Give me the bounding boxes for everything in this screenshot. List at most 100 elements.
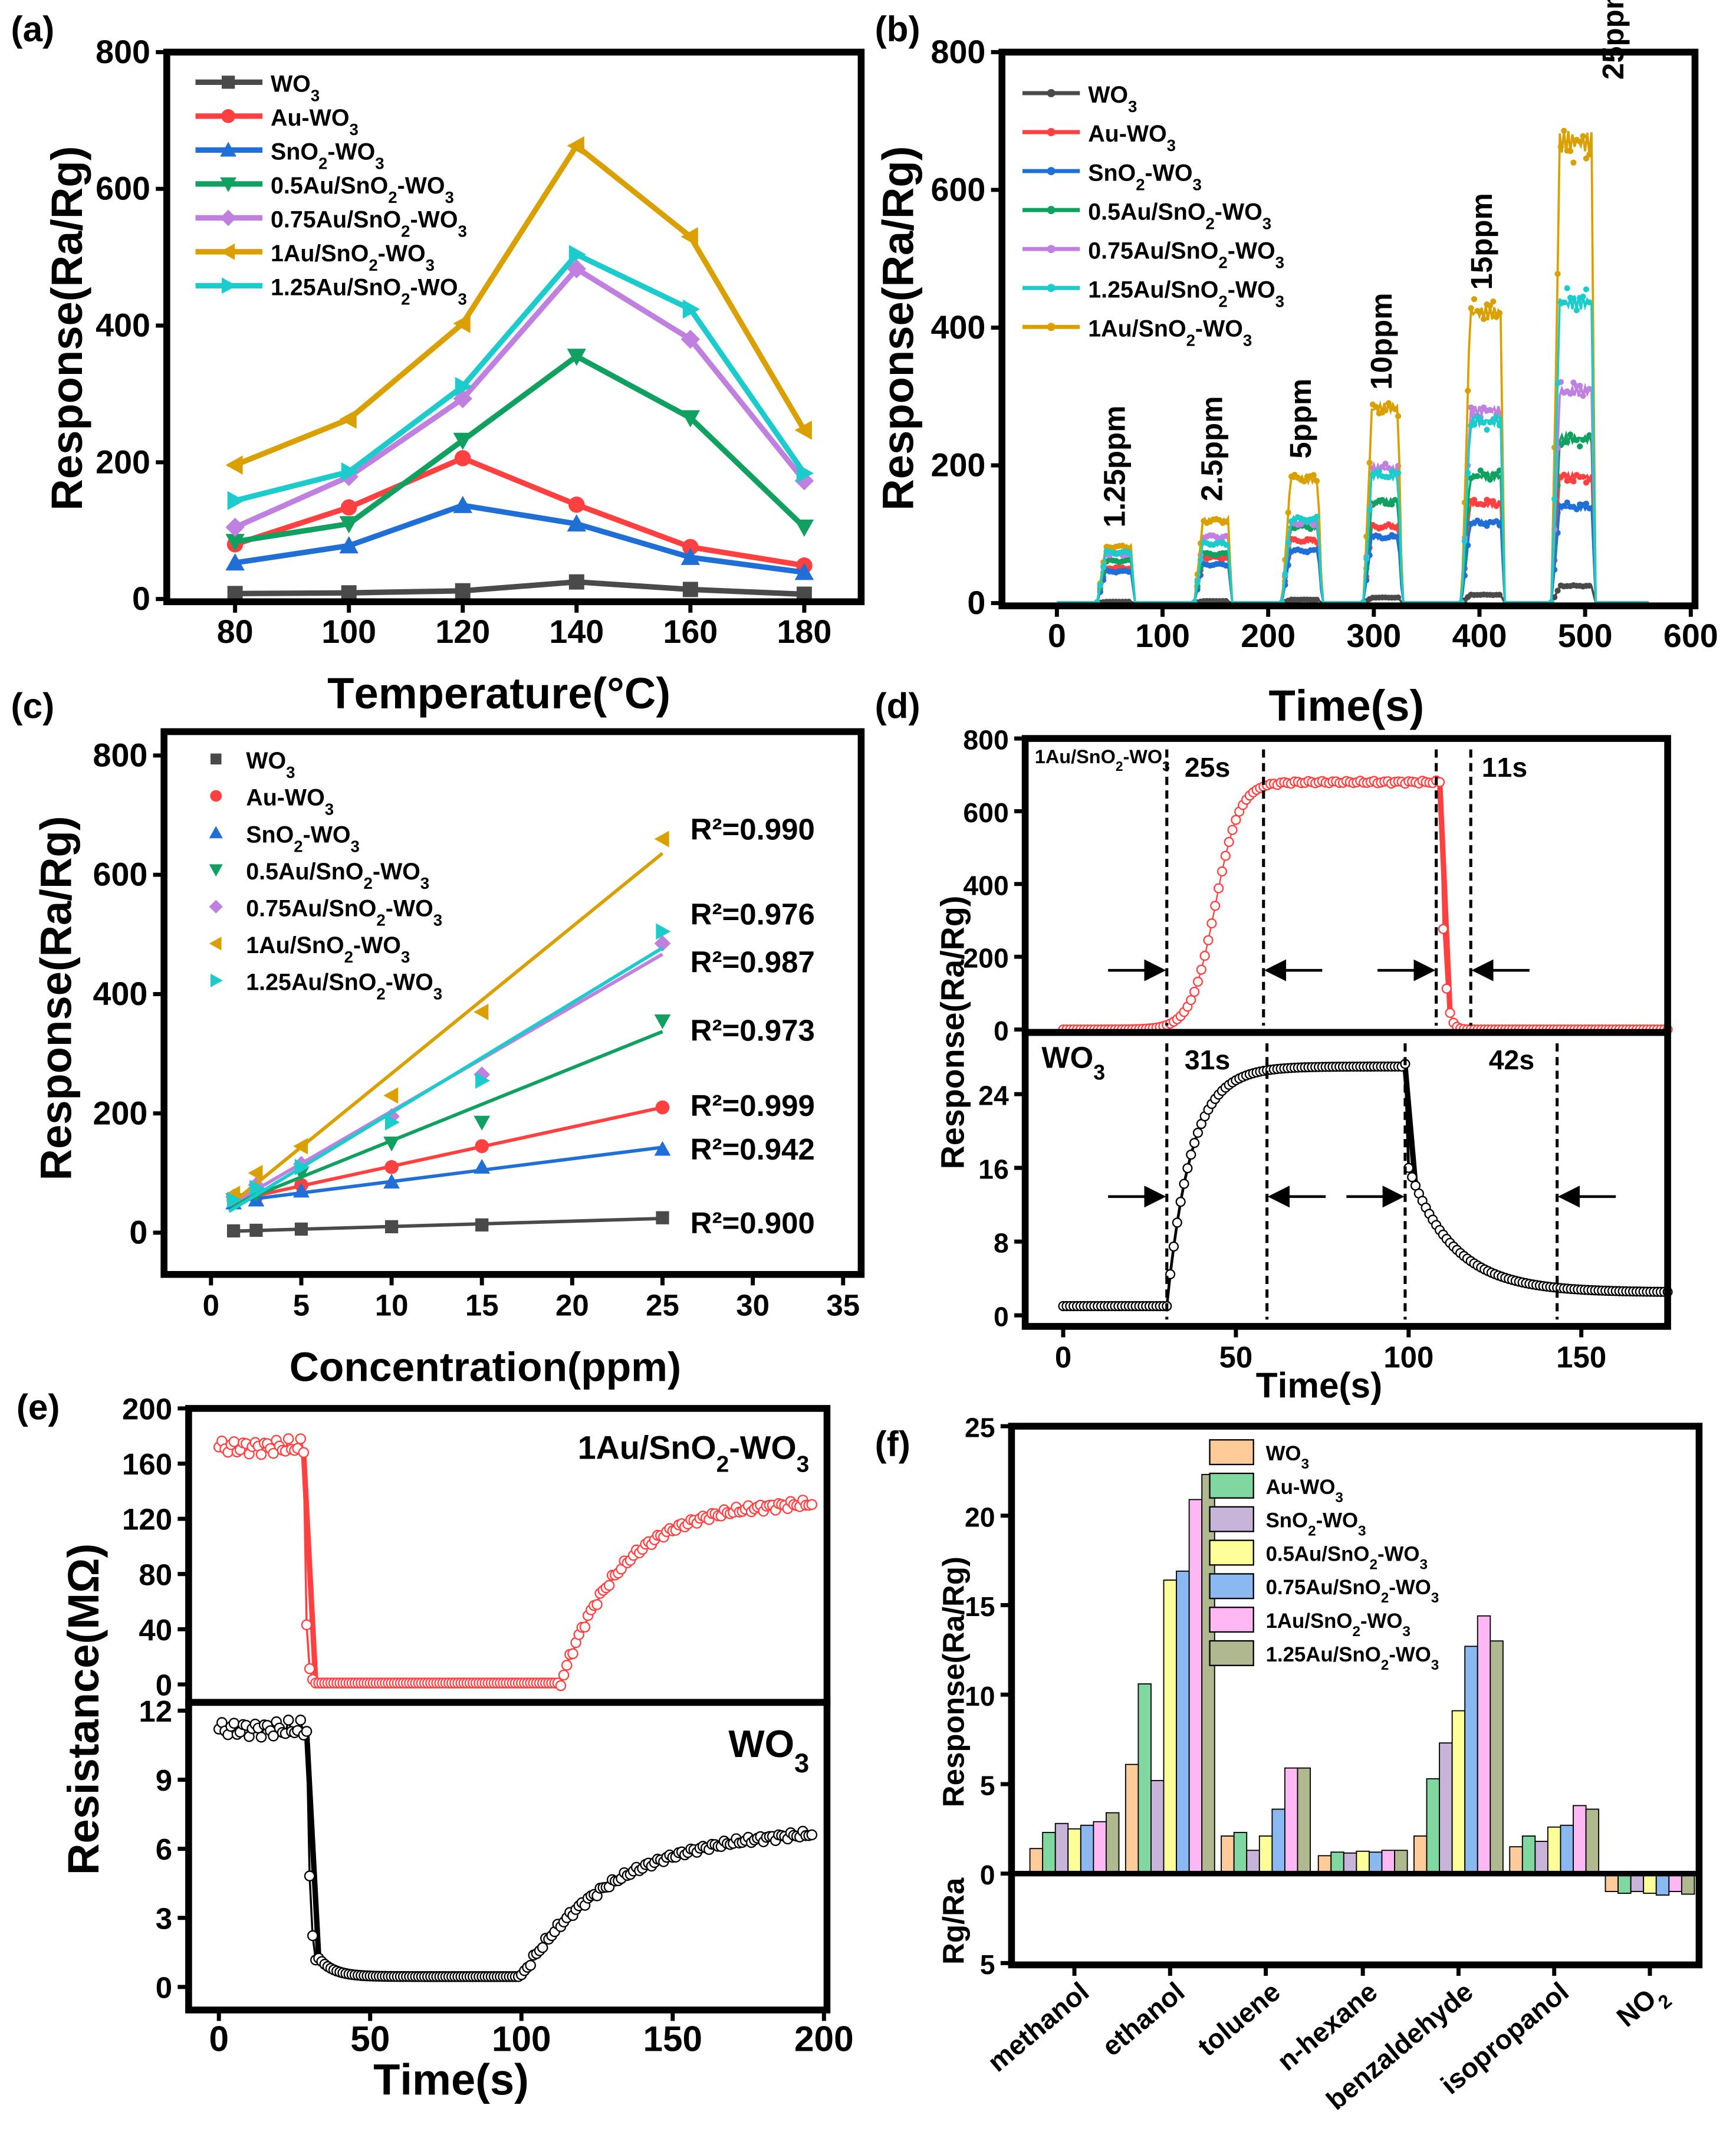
data-point [384,1220,399,1234]
subplot-label: 1Au/SnO2-WO3 [1035,746,1170,774]
data-point [1564,285,1570,291]
bar [1509,1846,1523,1874]
x-tick-label: 80 [217,613,254,650]
legend-label: SnO2-WO3 [246,822,360,855]
data-point [567,514,587,532]
data-point [1474,473,1481,480]
bar [1381,1850,1395,1874]
category-label: NO2 [1611,1976,1676,2040]
data-point [248,1164,263,1181]
bar [1201,1474,1215,1874]
concentration-label: 2.5ppm [1195,396,1228,501]
x-tick-label: 30 [736,1288,770,1322]
legend-label: Au-WO3 [1088,121,1176,155]
y-tick-label: 8 [994,1228,1009,1259]
data-point [210,790,222,802]
legend-label: Au-WO3 [246,785,334,819]
plot-frame [1021,1029,1671,1330]
panel-label: (f) [875,1424,910,1464]
data-point [209,864,223,877]
data-point [794,519,814,537]
x-tick-label: 20 [555,1288,589,1322]
legend-marker [1047,167,1056,176]
data-point [1220,850,1231,861]
y-tick-label: 600 [96,170,150,207]
data-point [1580,293,1586,300]
y-tick-label: 24 [978,1081,1009,1111]
legend-swatch [1209,1539,1254,1566]
category-label: ethanol [1096,1976,1191,2062]
data-point [1561,299,1567,306]
x-tick-label: 50 [350,2018,390,2058]
data-point [383,1174,400,1189]
data-point [294,1222,308,1236]
subplot-label: WO3 [728,1722,809,1778]
concentration-label: 5ppm [1284,379,1317,459]
data-point [249,1223,263,1237]
data-point [1490,298,1497,305]
data-point [1395,594,1402,601]
data-point [1227,825,1238,835]
y-axis-label: Response(Ra/Rg) [873,146,922,511]
data-point [656,1211,669,1224]
data-point [1586,299,1593,306]
legend-label: 0.75Au/SnO2-WO3 [271,207,467,240]
data-point [1561,471,1567,478]
data-point [341,585,357,601]
bar [1464,1646,1478,1874]
bar [1585,1808,1600,1874]
data-point [227,491,245,510]
data-point [1445,1007,1455,1018]
data-point [221,75,235,89]
data-point [1366,459,1373,466]
x-axis-label: Temperature(°C) [327,669,670,718]
bar [1271,1808,1285,1874]
x-tick-label: 25 [646,1288,679,1322]
legend-swatch [1209,1607,1254,1633]
bar [1369,1851,1383,1874]
bar [1029,1848,1044,1874]
data-point [1551,496,1558,503]
bar [1163,1579,1178,1874]
data-point [282,1433,294,1444]
data-point [1573,437,1580,444]
x-axis-label: Time(s) [373,2055,529,2104]
data-point [1471,422,1478,428]
data-point [567,1648,578,1660]
category-label: methanol [982,1976,1094,2077]
legend-label: Au-WO3 [1266,1476,1343,1506]
data-point [225,553,245,571]
data-point [1496,310,1503,316]
data-point [454,450,471,467]
y-tick-label: 0 [156,1971,172,2004]
bar [1413,1835,1428,1874]
y-tick-label: 200 [963,943,1008,974]
data-point [1385,474,1392,481]
data-point [1126,569,1132,575]
data-point [1179,1178,1189,1189]
y-tick-label: 0 [967,584,985,621]
r-squared-label: R²=0.990 [691,813,815,846]
data-point [1461,538,1468,544]
legend-marker [1047,128,1056,136]
legend-label: WO3 [1266,1443,1309,1472]
data-point [301,1726,313,1737]
bar [1617,1873,1632,1894]
data-point [304,1663,315,1674]
data-point [682,538,699,556]
data-point [249,1180,265,1197]
data-point [1586,582,1593,589]
legend-label: WO3 [246,748,295,781]
data-point [220,243,235,260]
y-tick-label: 200 [122,1393,172,1426]
data-point [383,1137,400,1152]
x-tick-label: 5 [293,1288,310,1322]
y-tick-label: 400 [96,307,150,344]
legend-label: SnO2-WO3 [1088,160,1202,193]
data-point [1224,836,1234,848]
legend-label: SnO2-WO3 [1266,1510,1366,1539]
x-tick-label: 400 [1452,618,1507,654]
data-point [654,1141,671,1156]
bar [1080,1824,1094,1874]
data-point [282,1715,294,1726]
